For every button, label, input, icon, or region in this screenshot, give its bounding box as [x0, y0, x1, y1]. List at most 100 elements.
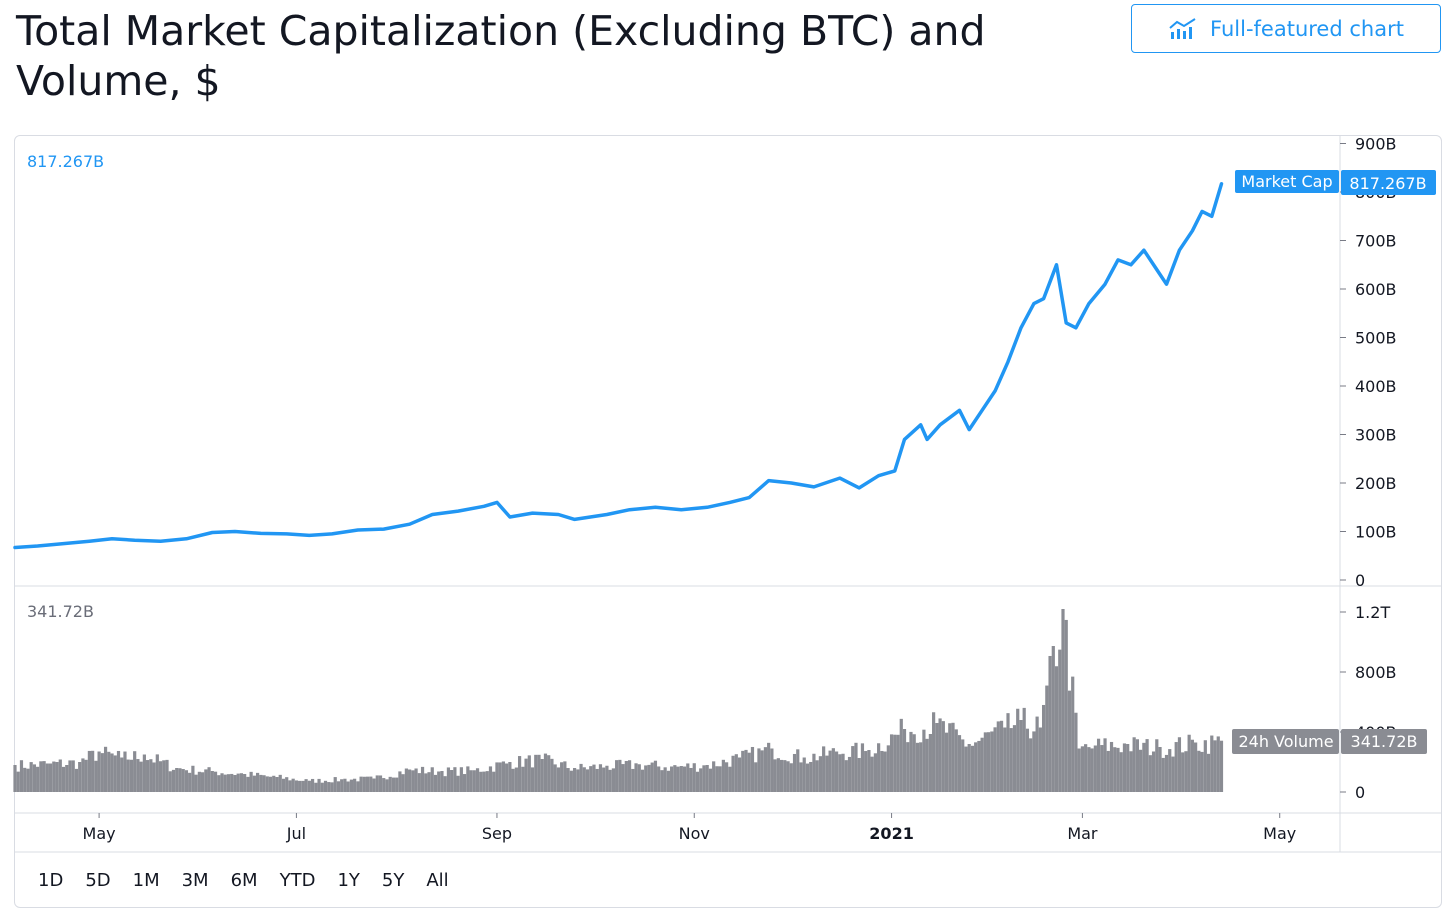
volume-bar: [705, 765, 709, 792]
volume-bar: [692, 763, 696, 792]
volume-bar: [68, 760, 72, 792]
range-button-6m[interactable]: 6M: [230, 869, 258, 891]
volume-bar: [1119, 752, 1123, 792]
volume-bar: [330, 782, 334, 792]
volume-bar: [928, 734, 932, 792]
volume-bar: [734, 754, 738, 792]
volume-bar: [1145, 739, 1149, 792]
range-button-1d[interactable]: 1D: [38, 869, 64, 891]
volume-bar: [731, 755, 735, 792]
volume-bar: [1012, 725, 1017, 792]
volume-bar: [1054, 666, 1059, 792]
volume-bar: [556, 767, 561, 792]
volume-bar: [999, 720, 1004, 792]
volume-bar: [437, 771, 441, 792]
volume-bar: [304, 779, 308, 792]
y-tick-label: 300B: [1355, 426, 1397, 445]
volume-bar: [191, 765, 195, 792]
volume-bar: [938, 718, 942, 792]
volume-bar: [1093, 745, 1097, 792]
volume-bar: [29, 762, 33, 792]
volume-bar: [382, 778, 386, 792]
range-button-1m[interactable]: 1M: [132, 869, 160, 891]
volume-bar: [129, 759, 134, 792]
volume-bar: [52, 761, 56, 792]
volume-bar: [650, 762, 654, 792]
volume-bar: [155, 754, 159, 792]
volume-bar: [427, 772, 431, 792]
volume-bar: [433, 774, 438, 792]
volume-bar: [721, 759, 725, 792]
volume-bar: [666, 770, 670, 792]
volume-bar: [815, 760, 819, 792]
volume-bar: [605, 765, 609, 792]
volume-bar: [560, 762, 564, 792]
volume-bar: [935, 723, 939, 792]
volume-bar: [1116, 747, 1120, 792]
volume-y-tick-label: 800B: [1355, 663, 1397, 682]
range-button-1y[interactable]: 1Y: [337, 869, 360, 891]
volume-bar: [178, 768, 182, 792]
volume-bar: [317, 778, 321, 792]
volume-bar: [831, 748, 835, 792]
volume-bar: [818, 756, 823, 792]
volume-bar: [1206, 753, 1211, 792]
volume-bar: [834, 751, 839, 792]
volume-bar: [356, 781, 360, 792]
volume-bar: [32, 764, 37, 792]
volume-bar: [634, 763, 638, 792]
volume-bar: [796, 749, 800, 792]
volume-bar: [653, 760, 658, 792]
volume-bar: [1129, 751, 1133, 792]
range-button-5y[interactable]: 5Y: [381, 869, 405, 891]
range-button-ytd[interactable]: YTD: [279, 869, 316, 891]
volume-bar: [1080, 746, 1085, 792]
volume-bar: [165, 759, 169, 792]
volume-bar: [440, 771, 444, 792]
volume-series-label: 24h Volume: [1238, 732, 1333, 751]
volume-bar: [644, 765, 648, 792]
range-button-all[interactable]: All: [426, 869, 449, 891]
volume-bar: [81, 758, 85, 792]
volume-bar: [1197, 750, 1201, 792]
volume-bar: [459, 767, 463, 792]
volume-bar: [550, 758, 554, 792]
volume-bar: [210, 771, 214, 792]
volume-bar: [572, 768, 577, 792]
volume-bar: [511, 768, 515, 792]
volume-bar: [896, 734, 900, 792]
x-tick-label: May: [1263, 824, 1296, 843]
volume-bar: [294, 780, 299, 792]
volume-bar: [576, 769, 580, 792]
volume-bar: [333, 777, 337, 792]
range-button-3m[interactable]: 3M: [181, 869, 209, 891]
volume-bar: [94, 760, 98, 792]
full-featured-chart-button[interactable]: Full-featured chart: [1131, 4, 1441, 53]
volume-bar: [340, 779, 344, 792]
volume-bar: [585, 769, 590, 792]
volume-bar: [1003, 727, 1007, 792]
range-button-5d[interactable]: 5D: [85, 869, 111, 891]
volume-bar: [524, 758, 528, 792]
volume-bar: [388, 776, 392, 792]
volume-bar: [398, 771, 402, 792]
volume-bar: [168, 771, 172, 792]
volume-bar: [1048, 655, 1052, 792]
volume-bar: [786, 761, 790, 792]
volume-bar: [365, 776, 370, 792]
volume-bar: [194, 774, 198, 792]
full-featured-chart-label: Full-featured chart: [1210, 16, 1404, 41]
volume-bar: [162, 760, 166, 792]
volume-bar: [773, 759, 777, 792]
volume-bar: [563, 761, 567, 792]
volume-bar: [120, 757, 124, 792]
volume-bar: [715, 766, 719, 792]
volume-bar: [42, 761, 46, 792]
volume-bar: [48, 763, 53, 792]
volume-bar: [540, 759, 544, 792]
volume-bar: [1022, 707, 1026, 792]
market-cap-legend-value: 817.267B: [27, 152, 104, 171]
volume-bar: [298, 780, 302, 792]
volume-bar: [113, 755, 117, 792]
